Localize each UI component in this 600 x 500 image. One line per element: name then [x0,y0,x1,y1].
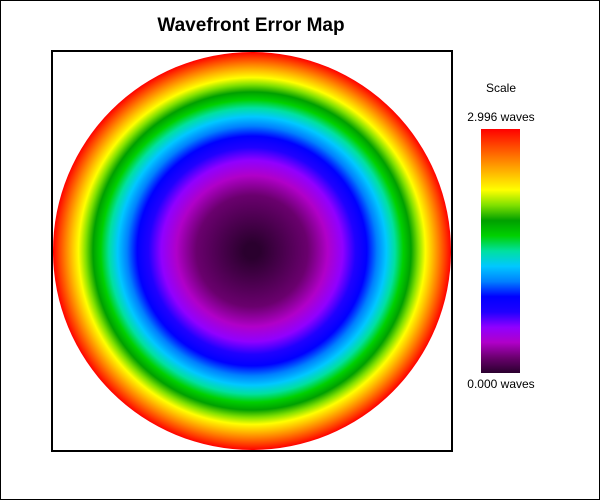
wavefront-map [53,52,451,450]
chart-title: Wavefront Error Map [157,15,345,36]
plot-area [51,50,453,452]
colorbar-min-label: 0.000 waves [467,377,535,391]
colorbar-title: Scale [485,81,517,95]
colorbar-max-label: 2.996 waves [467,110,535,124]
colorbar [481,129,520,373]
